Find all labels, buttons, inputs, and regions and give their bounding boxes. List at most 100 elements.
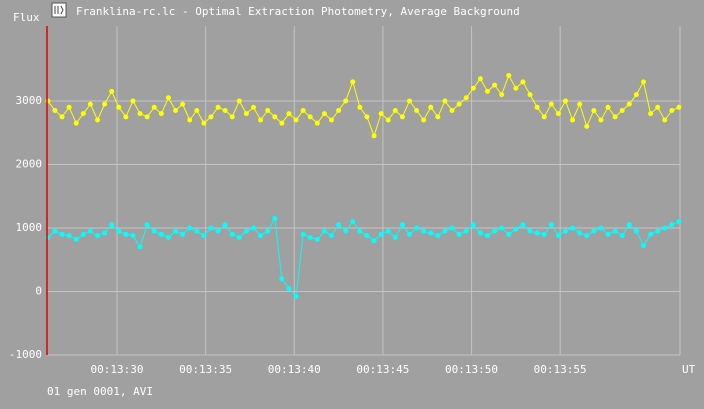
data-point	[463, 228, 469, 234]
data-point	[470, 222, 476, 228]
data-point	[648, 231, 654, 237]
data-point	[378, 231, 384, 237]
data-point	[392, 235, 398, 240]
data-point	[307, 114, 313, 120]
data-point	[435, 233, 441, 239]
data-point	[258, 233, 264, 239]
data-point	[562, 98, 568, 104]
data-point	[45, 235, 51, 240]
data-point	[506, 231, 512, 237]
y-tick-label: 2000	[16, 157, 43, 170]
data-point	[59, 114, 65, 120]
x-tick-label: 00:13:45	[356, 363, 409, 376]
data-point	[215, 228, 221, 234]
x-tick-label: 00:13:30	[91, 363, 144, 376]
data-point	[676, 104, 682, 110]
data-point	[350, 219, 356, 225]
data-point	[555, 111, 561, 117]
data-point	[95, 117, 101, 123]
data-point	[605, 231, 611, 237]
data-point	[463, 95, 469, 101]
data-point	[364, 233, 370, 239]
data-point	[258, 117, 264, 123]
data-point	[201, 233, 207, 239]
data-point	[286, 111, 292, 117]
data-point	[357, 104, 363, 110]
data-point	[102, 230, 108, 236]
data-point	[73, 120, 79, 126]
data-point	[499, 92, 505, 98]
data-point	[116, 228, 122, 234]
data-point	[484, 233, 490, 239]
data-point	[173, 228, 179, 234]
data-point	[130, 233, 136, 239]
data-point	[336, 222, 342, 228]
data-point	[265, 228, 271, 234]
data-point	[371, 238, 377, 244]
data-point	[392, 107, 398, 113]
data-point	[59, 231, 65, 237]
data-point	[520, 222, 526, 228]
data-point	[293, 117, 299, 123]
data-point	[151, 104, 157, 110]
data-point	[612, 228, 618, 234]
data-point	[208, 225, 214, 231]
data-point	[648, 111, 654, 117]
data-point	[180, 231, 186, 237]
data-point	[102, 101, 108, 107]
data-point	[442, 98, 448, 104]
data-point	[541, 231, 547, 237]
data-point	[130, 98, 136, 104]
x-tick-label: 00:13:40	[268, 363, 321, 376]
data-point	[336, 107, 342, 113]
data-point	[329, 233, 335, 239]
data-point	[321, 111, 327, 117]
data-point	[499, 225, 505, 231]
data-point	[187, 117, 193, 123]
data-point	[435, 114, 441, 120]
data-point	[137, 244, 143, 250]
data-point	[484, 88, 490, 94]
data-point	[300, 231, 306, 237]
data-point	[243, 228, 249, 234]
data-point	[655, 104, 661, 110]
data-point	[598, 225, 604, 231]
data-point	[669, 222, 675, 228]
data-point	[492, 82, 498, 88]
data-point	[626, 101, 632, 107]
data-point	[577, 101, 583, 107]
data-point	[378, 111, 384, 117]
data-point	[314, 236, 320, 242]
data-point	[194, 228, 200, 234]
data-point	[534, 104, 540, 110]
data-point	[399, 222, 405, 228]
data-point	[520, 79, 526, 85]
data-point	[350, 79, 356, 85]
data-point	[187, 225, 193, 231]
data-point	[236, 98, 242, 104]
data-point	[279, 276, 285, 282]
data-point	[158, 111, 164, 117]
data-point	[655, 228, 661, 234]
data-point	[357, 228, 363, 234]
data-point	[272, 114, 278, 120]
data-point	[343, 228, 349, 234]
data-point	[236, 235, 242, 240]
data-point	[541, 114, 547, 120]
data-point	[414, 225, 420, 231]
data-point	[442, 228, 448, 234]
data-point	[456, 231, 462, 237]
data-point	[215, 104, 221, 110]
data-point	[612, 114, 618, 120]
data-point	[591, 107, 597, 113]
data-point	[165, 95, 171, 101]
data-point	[619, 107, 625, 113]
data-point	[300, 107, 306, 113]
data-point	[676, 219, 682, 225]
data-point	[314, 120, 320, 126]
data-point	[619, 233, 625, 239]
data-point	[151, 228, 157, 234]
data-point	[662, 117, 668, 123]
data-point	[626, 222, 632, 228]
